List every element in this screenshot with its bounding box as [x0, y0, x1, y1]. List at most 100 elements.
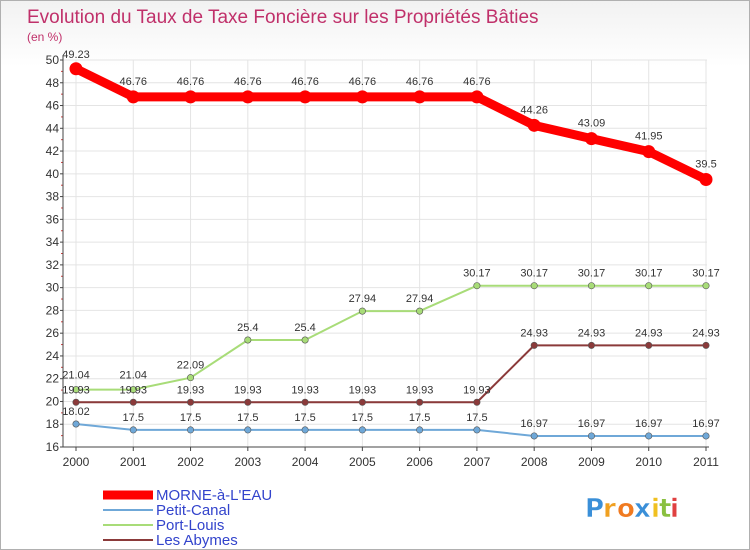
data-label: 19.93	[291, 384, 319, 396]
data-label: 46.76	[177, 76, 205, 88]
data-point	[72, 398, 80, 406]
data-point	[530, 282, 538, 290]
x-tick-label: 2000	[63, 455, 90, 469]
data-label: 17.5	[352, 412, 373, 424]
data-point	[358, 398, 366, 406]
y-tick-label: 28	[46, 303, 60, 317]
y-tick-label: 34	[46, 235, 60, 249]
data-point	[187, 374, 195, 382]
y-tick-label: 20	[46, 394, 60, 408]
data-point	[244, 336, 252, 344]
data-point	[530, 432, 538, 440]
data-point	[702, 282, 710, 290]
y-tick-label: 42	[46, 144, 60, 158]
data-point	[416, 398, 424, 406]
data-label: 30.17	[578, 268, 606, 280]
data-point	[473, 426, 481, 434]
data-label: 46.76	[120, 76, 148, 88]
data-point	[416, 307, 424, 315]
data-point	[413, 90, 427, 104]
y-tick-label: 48	[46, 76, 60, 90]
data-point	[129, 386, 137, 394]
logo-letter: t	[659, 494, 671, 524]
y-tick-label: 46	[46, 99, 60, 113]
data-label: 25.4	[294, 322, 315, 334]
data-point	[126, 90, 140, 104]
data-label: 18.02	[62, 406, 90, 418]
x-tick-label: 2009	[578, 455, 605, 469]
series	[69, 62, 713, 440]
data-point	[584, 132, 598, 146]
data-label: 46.76	[406, 76, 434, 88]
data-point	[72, 420, 80, 428]
data-label: 30.17	[635, 268, 663, 280]
data-label: 44.26	[520, 104, 548, 116]
data-label: 46.76	[234, 76, 262, 88]
data-point	[298, 90, 312, 104]
legend-label: Port-Louis	[156, 517, 224, 534]
data-label: 19.93	[349, 384, 377, 396]
data-label: 19.93	[463, 384, 491, 396]
data-label: 17.5	[237, 412, 258, 424]
data-point	[301, 426, 309, 434]
data-label: 46.76	[463, 76, 491, 88]
x-tick-label: 2007	[464, 455, 491, 469]
series-line-petit-canal	[75, 423, 707, 437]
data-point	[355, 90, 369, 104]
data-label: 19.93	[234, 384, 262, 396]
data-label: 21.04	[62, 370, 90, 382]
data-label: 19.93	[406, 384, 434, 396]
axes: 16 18 20 22 24 26 28 30 32 34 36 38 40 42 44 46 48 50 2000…	[46, 53, 720, 469]
data-point	[241, 90, 255, 104]
data-label: 17.5	[123, 412, 144, 424]
data-point	[358, 426, 366, 434]
data-label: 16.97	[520, 418, 548, 430]
data-label: 46.76	[291, 76, 319, 88]
data-point	[184, 90, 198, 104]
x-tick-label: 2003	[234, 455, 261, 469]
data-point	[702, 341, 710, 349]
data-label: 30.17	[463, 268, 491, 280]
data-point	[645, 432, 653, 440]
data-label: 21.04	[120, 370, 148, 382]
y-tick-label: 38	[46, 190, 60, 204]
logo-letter: o	[617, 494, 635, 524]
data-point	[530, 341, 538, 349]
data-point	[244, 426, 252, 434]
y-tick-label: 18	[46, 417, 60, 431]
data-point	[587, 432, 595, 440]
data-point	[645, 341, 653, 349]
data-label: 19.93	[62, 384, 90, 396]
data-label: 46.76	[349, 76, 377, 88]
logo-letter: P	[585, 494, 604, 524]
y-tick-label: 44	[46, 121, 60, 135]
data-point	[587, 341, 595, 349]
data-label: 16.97	[692, 418, 720, 430]
data-point	[470, 90, 484, 104]
data-label: 24.93	[578, 327, 606, 339]
logo-letter: x	[634, 494, 651, 524]
data-point	[416, 426, 424, 434]
legend-label: MORNE-à-L'EAU	[156, 487, 272, 504]
data-point	[72, 386, 80, 394]
data-label: 41.95	[635, 131, 663, 143]
data-label: 30.17	[520, 268, 548, 280]
data-point	[187, 426, 195, 434]
y-tick-label: 22	[46, 372, 60, 386]
data-point	[699, 173, 713, 187]
logo-letter: i	[670, 494, 679, 524]
y-tick-label: 36	[46, 212, 60, 226]
y-tick-label: 50	[46, 53, 60, 67]
data-label: 17.5	[294, 412, 315, 424]
data-point	[642, 145, 656, 159]
unit-label: (en %)	[27, 30, 62, 44]
data-label: 30.17	[692, 268, 720, 280]
series-line-les-abymes	[75, 344, 707, 404]
data-label: 27.94	[406, 293, 434, 305]
data-point	[301, 398, 309, 406]
data-label: 22.09	[177, 360, 205, 372]
grid	[63, 59, 707, 448]
data-label: 17.5	[180, 412, 201, 424]
